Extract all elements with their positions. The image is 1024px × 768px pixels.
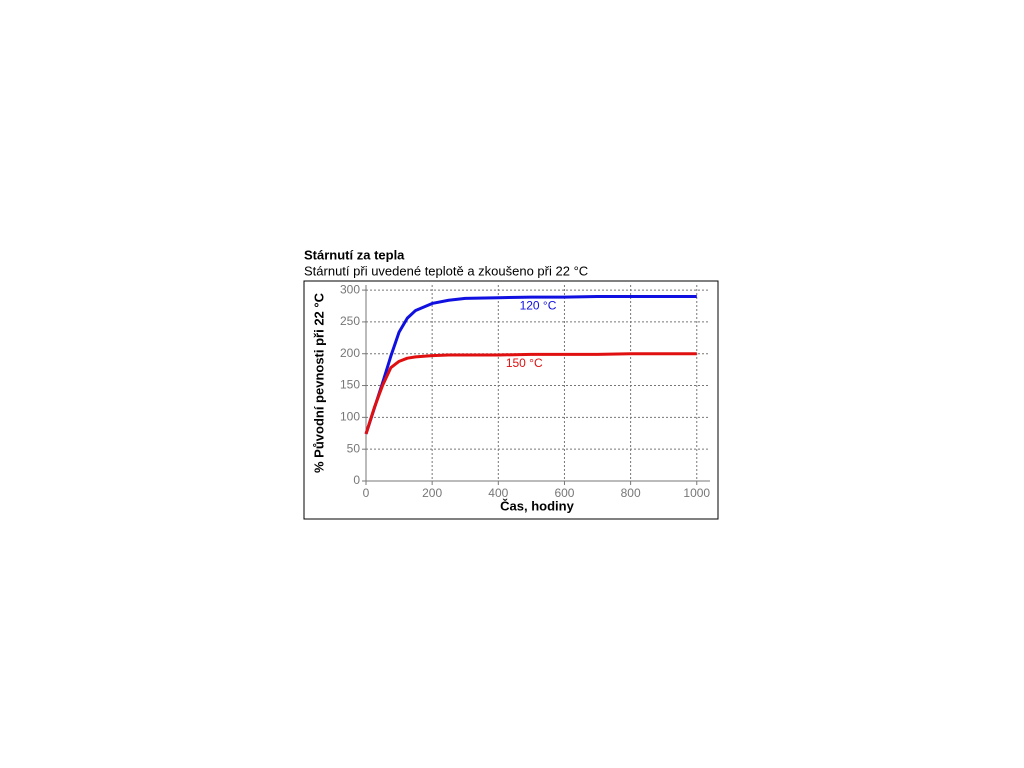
- chart-frame: [303, 280, 719, 520]
- y-tick-label: 200: [340, 346, 360, 360]
- y-tick-label: 50: [347, 441, 361, 455]
- series-label: 150 °C: [506, 356, 543, 370]
- y-tick-label: 250: [340, 314, 360, 328]
- y-tick-label: 100: [340, 410, 360, 424]
- chart-subtitle: Stárnutí při uvedené teplotě a zkoušeno …: [304, 263, 588, 278]
- x-axis-label: Čas, hodiny: [500, 498, 574, 513]
- y-tick-label: 300: [340, 282, 360, 296]
- y-axis-label: % Původní pevnosti při 22 °C: [311, 292, 326, 473]
- y-tick-label: 150: [340, 378, 360, 392]
- x-tick-label: 200: [422, 486, 442, 500]
- series-line: [364, 294, 697, 435]
- chart-title: Stárnutí za tepla: [304, 247, 405, 262]
- x-tick-label: 800: [621, 486, 641, 500]
- x-tick-label: 0: [363, 486, 370, 500]
- series-line: [364, 352, 697, 435]
- x-tick-label: 600: [554, 486, 574, 500]
- series-label: 120 °C: [520, 299, 557, 313]
- x-tick-label: 400: [488, 486, 508, 500]
- y-tick-label: 0: [353, 473, 360, 487]
- x-tick-label: 1000: [683, 486, 710, 500]
